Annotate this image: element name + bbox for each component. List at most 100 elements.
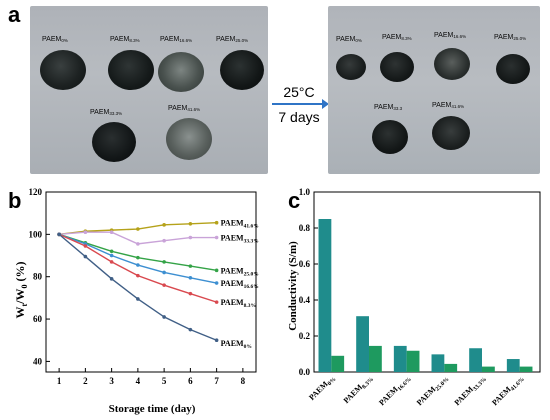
c-bar [331,355,345,372]
c-y-tick-label: 1.0 [299,187,311,197]
sample-disc [108,50,154,90]
b-data-point [188,291,193,296]
b-series-label: PAEM41.6% [221,219,259,230]
c-category-label: PAEM8.3% [342,373,376,407]
b-data-point [57,232,61,237]
c-bar [506,359,520,372]
c-bar [469,348,482,372]
b-x-tick-label: 3 [109,376,114,386]
b-series-line [59,222,217,236]
sample-label: PAEM33.3 [374,104,403,111]
b-y-tick-label: 100 [29,229,43,239]
sample-disc [166,118,212,160]
b-y-tick-label: 40 [33,356,43,366]
b-ticks: 1 2 3 4 5 6 7 8 40 60 80 100 120 [29,187,246,386]
c-ticks: 0.0 0.2 0.4 0.6 0.8 1.0 [299,187,318,377]
b-series-line [59,231,217,245]
c-category-label: PAEM41.6% [490,373,526,409]
b-x-tick-label: 2 [83,376,88,386]
c-bar [318,219,332,372]
b-data-point [109,277,114,281]
sample-disc [336,54,366,80]
b-x-tick-label: 5 [162,376,167,386]
b-series-label: PAEM0% [221,339,252,350]
b-y-axis-label: Wt/W0 (%) [13,261,29,318]
b-data-point [214,220,219,225]
b-data-point [162,238,166,243]
b-series-label: PAEM25.0% [221,266,259,277]
b-y-tick-label: 120 [29,187,43,197]
b-plot-frame [45,191,257,373]
sample-label: PAEM16.6% [434,32,467,39]
c-y-tick-label: 0.6 [299,259,311,269]
photo-before-storage: PAEM0% PAEM8.3% PAEM16.6% PAEM25.0% PAEM… [30,6,268,174]
b-data-point [109,249,114,254]
c-y-axis-label: Conductivity (S/m) [287,241,299,331]
b-x-tick-label: 7 [214,376,219,386]
b-data-point [162,260,166,264]
b-series-line [58,233,217,284]
c-category-label: PAEM16.6% [377,373,413,409]
c-bar [356,316,369,372]
b-series-labels: PAEM41.6% PAEM33.3% PAEM25.0% PAEM16.6% PAEM… [221,219,259,351]
b-data-point [214,338,219,343]
sample-disc [432,116,470,150]
b-series [57,220,219,343]
sample-disc [434,48,470,80]
b-data-point [162,270,166,275]
c-y-tick-label: 0.4 [299,295,311,305]
c-category-label: PAEM25.0% [415,373,451,409]
b-series-line [58,233,217,341]
c-bar [519,366,533,372]
b-data-point [214,300,219,304]
c-bar [393,345,407,372]
b-series-line [58,233,217,272]
c-bar [406,350,420,372]
b-series-label: PAEM33.3% [221,234,259,245]
b-y-tick-label: 80 [33,272,43,282]
b-series-label: PAEM16.6% [221,279,259,290]
c-y-tick-label: 0.0 [299,367,311,377]
sample-disc [92,122,136,162]
b-x-tick-label: 1 [57,376,62,386]
c-category-label: PAEM33.3% [453,373,489,409]
b-data-point [83,244,88,248]
sample-label: PAEM41.6% [432,102,465,109]
arrow-right-icon [272,99,329,109]
b-data-point [136,227,140,231]
sample-label: PAEM25.0% [216,36,249,43]
b-data-point [83,229,88,233]
sample-label: PAEM8.3% [382,34,412,41]
b-axes [45,191,257,373]
b-data-point [162,283,166,287]
c-y-tick-label: 0.8 [299,223,311,233]
b-data-point [57,232,61,237]
b-data-point [109,228,114,232]
b-data-point [136,242,140,246]
sample-label: PAEM16.6% [160,36,193,43]
sample-disc [372,120,408,154]
sample-label: PAEM25.0% [494,34,527,41]
c-bar [368,345,382,372]
sample-disc [40,50,86,90]
b-x-axis-label: Storage time (day) [109,403,196,415]
b-data-point [109,253,114,258]
b-data-point [162,223,166,227]
b-data-point [83,230,88,235]
b-data-point [136,297,140,301]
sample-label: PAEM33.3% [90,109,123,116]
b-data-point [136,255,140,260]
sample-label: PAEM41.6% [168,105,201,112]
storage-arrow: 25°C 7 days [268,80,330,130]
c-plot-frame [313,191,541,373]
b-x-tick-label: 8 [241,376,246,386]
b-data-point [109,260,114,264]
b-data-point [57,232,61,237]
b-data-point [162,315,166,319]
b-data-point [136,273,140,278]
b-data-point [188,264,193,268]
b-data-point [188,275,193,280]
c-bar [431,354,445,372]
b-data-point [83,241,88,245]
photo-after-storage: PAEM0% PAEM8.3% PAEM16.6% PAEM25.0% PAEM… [328,6,540,174]
